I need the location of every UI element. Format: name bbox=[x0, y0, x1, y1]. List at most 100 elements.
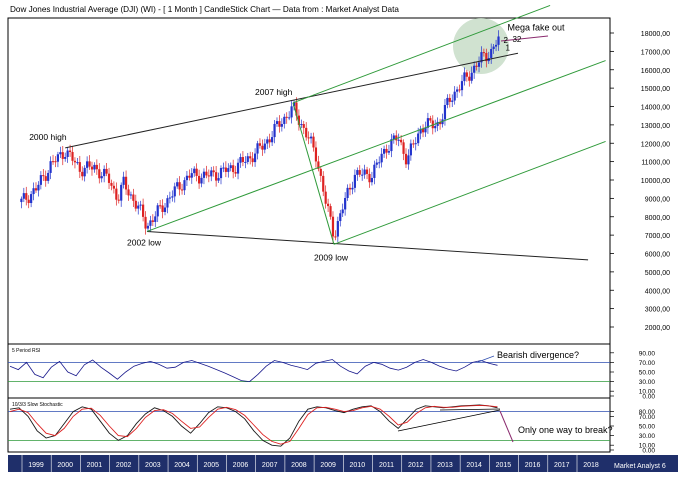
price-tick-label: 10000,00 bbox=[641, 178, 670, 185]
candle-body bbox=[263, 143, 266, 150]
osc-tick-label: 10.00 bbox=[639, 389, 656, 396]
rsi-divergence-line bbox=[477, 355, 495, 363]
candle-body bbox=[66, 150, 69, 157]
fakeout-pointer-line bbox=[500, 35, 549, 42]
time-tick-label: 2013 bbox=[437, 462, 453, 469]
candle-body bbox=[322, 175, 325, 192]
candle-body bbox=[137, 205, 140, 209]
candle-body bbox=[426, 118, 430, 128]
candle-body bbox=[42, 175, 45, 177]
candle-body bbox=[390, 139, 393, 152]
price-tick-label: 14000,00 bbox=[641, 105, 670, 112]
stoch-wedge-upper bbox=[439, 408, 501, 411]
candle-body bbox=[404, 153, 408, 165]
price-annotation: Mega fake out bbox=[508, 22, 566, 32]
candle-body bbox=[88, 161, 91, 167]
candle-body bbox=[229, 165, 232, 169]
candle-body bbox=[285, 116, 288, 118]
candle-body bbox=[456, 89, 459, 92]
candle-body bbox=[32, 188, 35, 195]
time-axis-layer: 1999 2000 2001 2002 2003 2004 2005 2006 2007 2008… bbox=[21, 455, 599, 472]
osc-tick-label: 30.00 bbox=[639, 433, 656, 440]
candle-body bbox=[120, 184, 123, 201]
candle-body bbox=[409, 143, 412, 156]
fakeout-highlight-circle bbox=[453, 18, 509, 74]
candle-body bbox=[176, 182, 179, 187]
time-tick-label: 2017 bbox=[554, 462, 570, 469]
candle-body bbox=[241, 157, 245, 163]
candle-body bbox=[76, 162, 79, 164]
time-tick-label: 2014 bbox=[466, 462, 482, 469]
candle-body bbox=[222, 167, 225, 169]
time-tick-label: 2003 bbox=[145, 462, 161, 469]
candle-body bbox=[56, 154, 60, 162]
candle-body bbox=[34, 188, 38, 191]
candle-body bbox=[195, 168, 198, 176]
candle-body bbox=[93, 164, 96, 170]
candle-body bbox=[312, 136, 315, 148]
candle-body bbox=[166, 198, 169, 208]
candle-body bbox=[290, 106, 293, 118]
price-annotation: 2000 high bbox=[29, 132, 67, 142]
time-tick-label: 2010 bbox=[350, 462, 366, 469]
candle-body bbox=[402, 142, 405, 154]
stoch-break-arrow bbox=[499, 410, 514, 443]
candle-body bbox=[497, 36, 500, 45]
candle-body bbox=[159, 205, 162, 207]
price-tick-label: 12000,00 bbox=[641, 141, 670, 148]
candle-body bbox=[54, 161, 57, 163]
price-tick-label: 18000,00 bbox=[641, 31, 670, 38]
price-annotation: 2007 high bbox=[255, 87, 293, 97]
candle-body bbox=[465, 72, 468, 77]
time-tick-label: 1999 bbox=[28, 462, 44, 469]
candle-body bbox=[37, 184, 40, 191]
candle-body bbox=[253, 153, 257, 163]
time-tick-label: 2018 bbox=[583, 462, 599, 469]
candle-body bbox=[302, 124, 305, 128]
candle-body bbox=[412, 143, 415, 145]
candle-body bbox=[261, 145, 264, 150]
candle-body bbox=[219, 167, 223, 179]
stoch-title: 10/3/3 Slow Stochastic bbox=[12, 402, 63, 408]
candle-body bbox=[78, 162, 81, 172]
candle-body bbox=[39, 175, 42, 185]
candle-body bbox=[59, 152, 62, 155]
candle-body bbox=[151, 220, 154, 222]
candle-body bbox=[100, 176, 103, 179]
price-tick-label: 6000,00 bbox=[645, 252, 670, 259]
candle-body bbox=[124, 176, 128, 190]
candle-body bbox=[142, 204, 145, 217]
candle-body bbox=[331, 216, 335, 237]
candle-body bbox=[27, 199, 30, 204]
candle-body bbox=[346, 187, 349, 198]
candle-body bbox=[429, 118, 432, 121]
candle-body bbox=[61, 152, 64, 159]
candle-body bbox=[351, 187, 354, 190]
candle-body bbox=[266, 139, 269, 144]
candle-body bbox=[227, 168, 230, 172]
candle-body bbox=[200, 177, 203, 184]
candle-body bbox=[146, 225, 150, 229]
candle-body bbox=[273, 123, 276, 138]
candle-body bbox=[446, 97, 449, 105]
price-annotation: 2009 low bbox=[314, 252, 349, 262]
candle-body bbox=[193, 168, 196, 174]
stoch-wedge-lower bbox=[397, 409, 501, 432]
candle-body bbox=[86, 161, 89, 168]
candle-body bbox=[144, 216, 147, 229]
candle-layer bbox=[20, 30, 500, 243]
candle-body bbox=[407, 155, 410, 165]
price-tick-label: 2000,00 bbox=[645, 325, 670, 332]
candle-body bbox=[51, 161, 55, 163]
time-axis-bar bbox=[8, 455, 678, 472]
candle-body bbox=[134, 200, 137, 209]
candle-body bbox=[210, 170, 213, 177]
candle-body bbox=[494, 44, 498, 47]
candle-body bbox=[470, 72, 473, 81]
candle-body bbox=[197, 175, 201, 184]
candle-body bbox=[202, 171, 206, 178]
candle-body bbox=[105, 168, 108, 174]
channel-middle bbox=[146, 60, 606, 232]
candle-body bbox=[453, 91, 456, 101]
